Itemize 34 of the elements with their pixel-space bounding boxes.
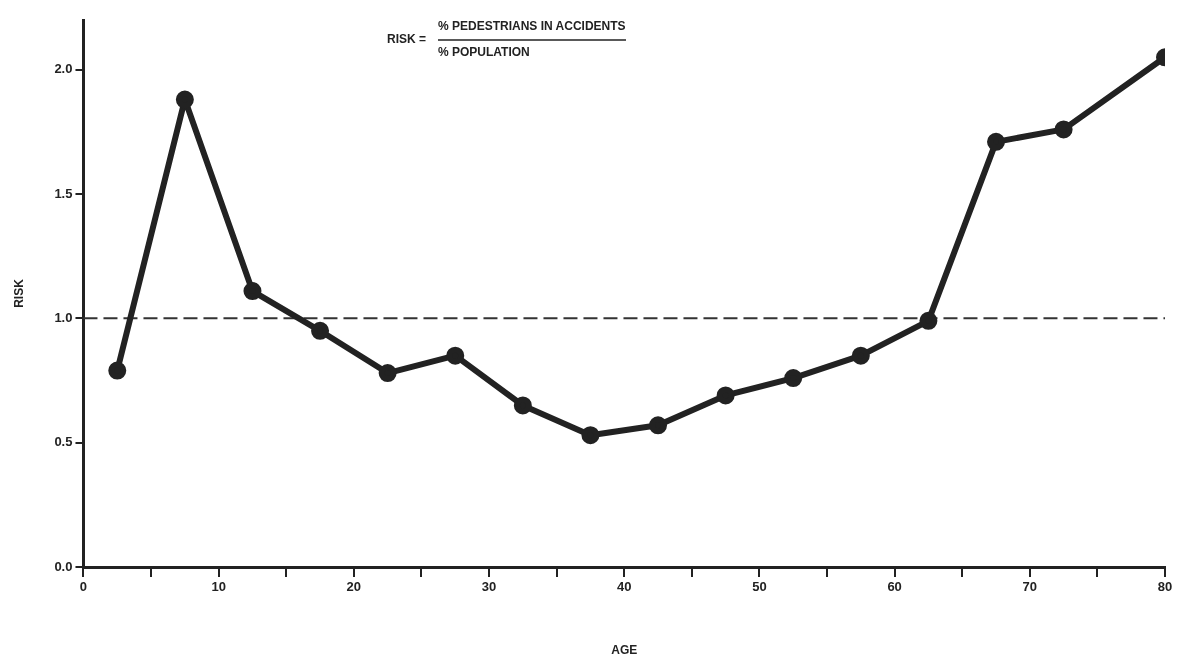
x-tick-label: 70: [1022, 579, 1038, 595]
x-tick-label: 40: [617, 579, 632, 595]
y-tick-label: 2.0: [54, 61, 73, 77]
point: [446, 346, 465, 365]
x-tick-label: 20: [346, 579, 362, 595]
point: [716, 386, 735, 405]
point: [851, 346, 870, 365]
point: [243, 282, 262, 301]
point: [581, 426, 600, 445]
y-tick-label: 0.5: [54, 434, 73, 450]
x-tick-label: 0: [79, 579, 88, 595]
annotation: RISK =: [386, 32, 426, 47]
x-tick-label: 80: [1157, 579, 1173, 595]
x-axis-title: AGE: [611, 643, 638, 658]
annotation: % PEDESTRIANS IN ACCIDENTS: [438, 19, 626, 34]
y-tick-label: 1.0: [54, 309, 73, 325]
point: [1054, 120, 1073, 139]
x-tick-label: 30: [481, 579, 497, 595]
point: [175, 90, 194, 109]
x-tick-label: 10: [211, 579, 226, 595]
x-tick-label: 60: [887, 579, 902, 595]
y-axis-title: RISK: [11, 278, 26, 308]
point: [311, 321, 330, 340]
point: [919, 311, 938, 330]
point: [987, 132, 1006, 151]
point: [784, 369, 803, 388]
point: [513, 396, 532, 415]
y-tick-label: 1.5: [54, 185, 73, 201]
point: [378, 364, 397, 383]
annotation: % POPULATION: [438, 45, 530, 60]
point: [649, 416, 668, 435]
y-tick-label: 0.0: [54, 558, 73, 574]
point: [108, 361, 127, 380]
x-tick-label: 50: [752, 579, 767, 595]
